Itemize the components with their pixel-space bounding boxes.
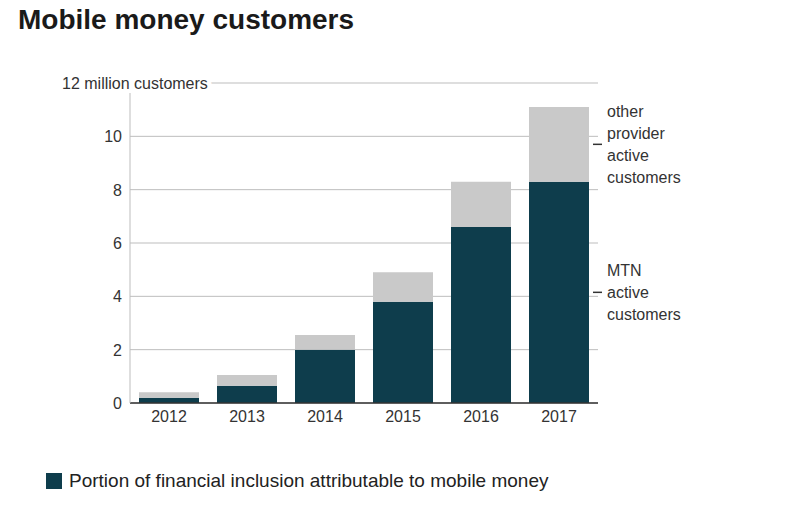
svg-text:otherprovideractivecustomers: otherprovideractivecustomers (607, 103, 681, 186)
svg-text:2012: 2012 (151, 408, 187, 425)
html-text:Mobile money customers: Mobile money customers (18, 4, 355, 35)
svg-text:2015: 2015 (385, 408, 421, 425)
svg-text:2016: 2016 (463, 408, 499, 425)
svg-text:12 million customers: 12 million customers (62, 75, 208, 92)
svg-text:MTNactivecustomers: MTNactivecustomers (607, 262, 681, 323)
svg-text:2017: 2017 (541, 408, 577, 425)
svg-text:6: 6 (113, 235, 122, 252)
svg-text:0: 0 (113, 395, 122, 412)
svg-text:8: 8 (113, 182, 122, 199)
svg-text:2014: 2014 (307, 408, 343, 425)
html-text:Portion of financial inclusion: Portion of financial inclusion attributa… (69, 470, 549, 491)
svg-text:10: 10 (104, 128, 122, 145)
svg-text:2: 2 (113, 342, 122, 359)
svg-text:4: 4 (113, 288, 122, 305)
svg-text:2013: 2013 (229, 408, 265, 425)
